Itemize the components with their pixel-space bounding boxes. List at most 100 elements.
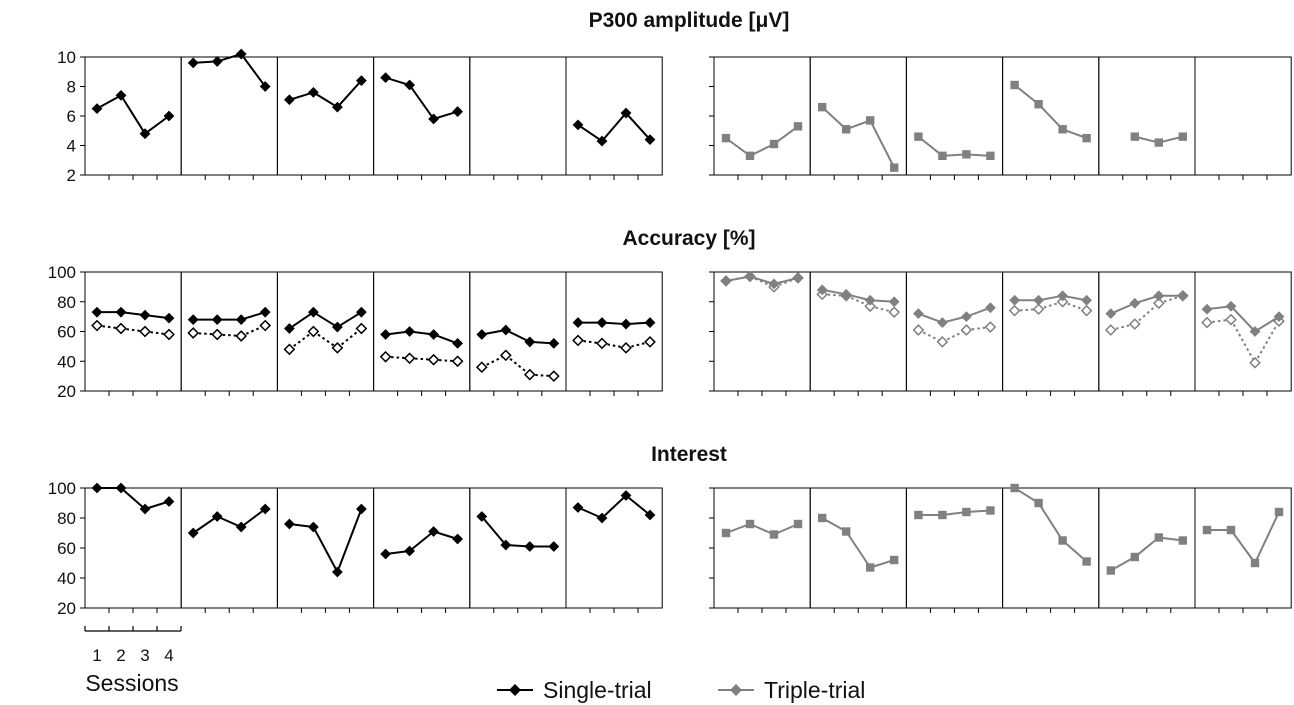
panel xyxy=(373,271,471,396)
triple-trial-line xyxy=(505,354,531,376)
series-line xyxy=(96,94,122,110)
panel xyxy=(905,487,1004,613)
data-point xyxy=(524,541,536,552)
data-point xyxy=(115,89,127,101)
series-group xyxy=(84,482,663,613)
triple-trial-line xyxy=(625,340,651,349)
data-point xyxy=(721,133,731,143)
chart-row: Interest 20 40 60 80 100 xyxy=(48,443,1292,618)
data-point xyxy=(866,563,875,572)
data-point xyxy=(596,512,608,524)
triple-trial-point xyxy=(115,322,127,335)
data-point xyxy=(1082,557,1091,566)
panel xyxy=(1098,56,1196,180)
data-point xyxy=(744,271,756,282)
data-point xyxy=(187,314,199,325)
y-tick-label: 100 xyxy=(48,479,76,498)
data-point xyxy=(284,518,295,530)
data-point xyxy=(1153,290,1165,302)
panel xyxy=(469,271,567,396)
y-tick-label: 20 xyxy=(57,382,76,401)
data-point xyxy=(745,151,755,161)
triple-trial-point xyxy=(1201,316,1213,329)
legend-item-single-trial: Single-trial xyxy=(497,677,652,703)
series-line xyxy=(1110,302,1136,315)
series-line xyxy=(918,312,943,324)
triple-trial-point xyxy=(307,325,320,338)
triple-trial-point xyxy=(1080,304,1093,317)
data-point xyxy=(500,539,512,551)
triple-trial-point xyxy=(499,349,512,362)
session-tick-label: 2 xyxy=(116,646,125,665)
data-point xyxy=(644,134,656,145)
data-point xyxy=(404,79,415,91)
triple-trial-point xyxy=(960,324,973,336)
triple-trial-point xyxy=(1032,303,1045,316)
triple-trial-point xyxy=(523,368,536,381)
data-point xyxy=(986,151,995,161)
data-point xyxy=(840,288,852,300)
data-point xyxy=(986,506,995,515)
data-point xyxy=(1105,308,1117,320)
data-point xyxy=(962,150,971,159)
triple-trial-point xyxy=(596,337,608,350)
data-point xyxy=(356,503,367,515)
series-line xyxy=(312,526,339,573)
triple-trial-line xyxy=(966,326,991,332)
data-point xyxy=(769,139,779,149)
data-point xyxy=(913,308,924,320)
panel xyxy=(1194,271,1292,396)
data-point xyxy=(235,521,247,533)
triple-trial-point xyxy=(475,361,488,374)
panel-frame xyxy=(180,56,278,176)
triple-trial-point xyxy=(572,334,584,347)
data-point xyxy=(620,490,632,501)
triple-trial-line xyxy=(120,327,146,333)
panel xyxy=(276,487,375,613)
data-point xyxy=(1009,294,1020,306)
series-line xyxy=(408,530,435,552)
triple-trial-line xyxy=(529,373,554,378)
series-line xyxy=(288,311,314,330)
data-point xyxy=(1082,133,1091,143)
data-point xyxy=(139,503,151,515)
triple-trial-point xyxy=(163,328,175,341)
series-line xyxy=(1230,305,1256,333)
series-line xyxy=(336,508,363,573)
triple-trial-line xyxy=(577,339,603,345)
data-point xyxy=(428,113,439,125)
data-point xyxy=(720,275,732,287)
data-point xyxy=(91,482,103,494)
triple-trial-point xyxy=(235,330,248,342)
triple-trial-point xyxy=(427,353,440,366)
triple-trial-line xyxy=(869,305,895,314)
triple-trial-point xyxy=(984,321,997,333)
triple-trial-point xyxy=(1104,324,1117,336)
data-point xyxy=(596,135,608,147)
data-point xyxy=(187,527,199,539)
series-line xyxy=(481,515,507,546)
data-point xyxy=(356,306,367,318)
panel xyxy=(276,271,375,396)
series-line xyxy=(601,112,627,142)
triple-trial-line xyxy=(1038,300,1063,311)
data-point xyxy=(211,314,223,325)
data-point xyxy=(792,272,804,284)
panel-frame xyxy=(1098,56,1196,176)
data-point xyxy=(332,566,343,578)
legend-label: Triple-trial xyxy=(764,677,865,703)
triple-trial-point xyxy=(912,324,925,336)
panel xyxy=(1194,487,1292,613)
panel xyxy=(1098,271,1196,396)
data-point xyxy=(284,94,295,106)
data-point xyxy=(308,87,319,98)
triple-trial-point xyxy=(1225,313,1237,326)
triple-trial-line xyxy=(749,275,775,288)
y-tick-label: 20 xyxy=(57,599,76,618)
triple-trial-point xyxy=(451,355,464,368)
data-point xyxy=(284,323,295,334)
triple-trial-point xyxy=(1249,356,1261,369)
y-tick-label: 60 xyxy=(57,323,76,342)
data-point xyxy=(476,511,488,522)
triple-trial-line xyxy=(193,331,218,336)
